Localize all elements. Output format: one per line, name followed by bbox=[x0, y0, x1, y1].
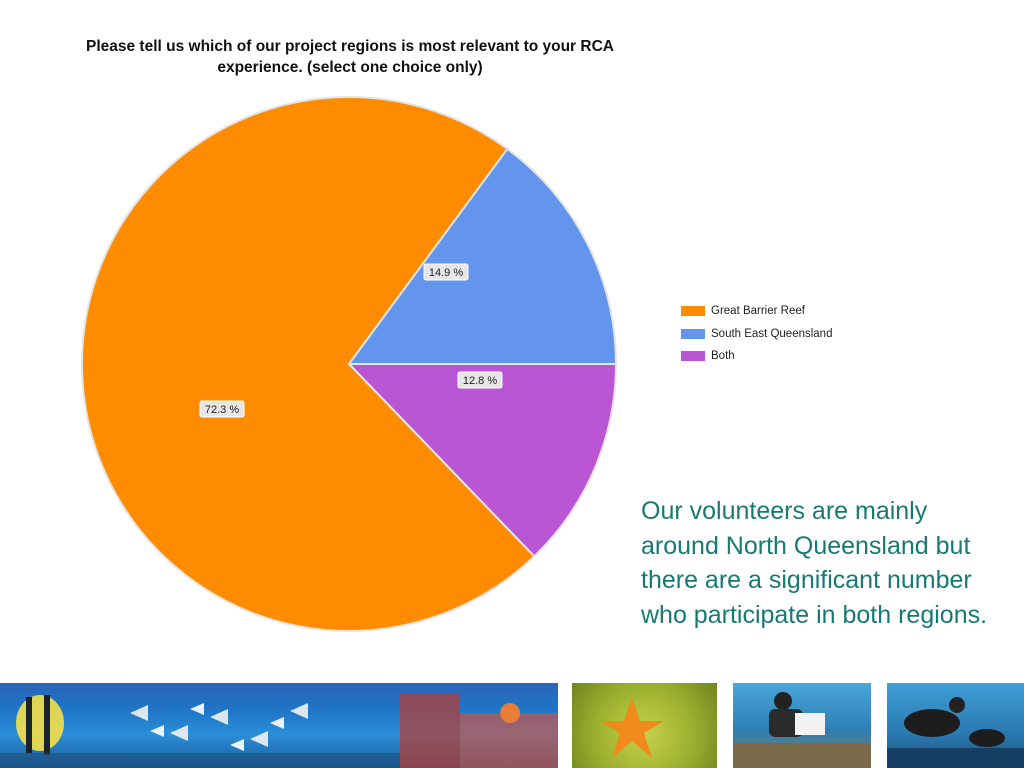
slice-value-text: 12.8 % bbox=[463, 375, 497, 387]
slide-commentary: Our volunteers are mainly around North Q… bbox=[641, 497, 988, 629]
starfish-photo bbox=[572, 683, 717, 768]
chart-legend: Great Barrier Reef South East Queensland… bbox=[681, 300, 832, 368]
diver-survey-photo bbox=[733, 683, 871, 768]
pie-slice-south-east-queensland bbox=[347, 147, 618, 365]
pie-slice-both bbox=[346, 363, 618, 558]
pie-slice-great-barrier-reef bbox=[81, 96, 536, 632]
legend-item-both: Both bbox=[681, 345, 832, 368]
slice-value-label: 14.9 % bbox=[423, 263, 469, 281]
divers-photo bbox=[887, 683, 1024, 768]
slice-value-label: 12.8 % bbox=[457, 371, 503, 389]
legend-label: Both bbox=[711, 350, 735, 363]
legend-swatch-icon bbox=[681, 351, 705, 362]
legend-label: Great Barrier Reef bbox=[711, 305, 805, 318]
chart-title: Please tell us which of our project regi… bbox=[86, 38, 614, 76]
legend-item-south-east-queensland: South East Queensland bbox=[681, 323, 832, 346]
reef-fish-banner-photo bbox=[0, 683, 558, 768]
legend-item-great-barrier-reef: Great Barrier Reef bbox=[681, 300, 832, 323]
legend-label: South East Queensland bbox=[711, 327, 833, 340]
slice-value-text: 14.9 % bbox=[429, 267, 463, 279]
slice-value-label: 72.3 % bbox=[199, 400, 245, 418]
legend-swatch-icon bbox=[681, 306, 705, 317]
slice-value-text: 72.3 % bbox=[205, 404, 239, 416]
legend-swatch-icon bbox=[681, 328, 705, 339]
pie-chart: 72.3 % 14.9 % 12.8 % bbox=[81, 96, 618, 632]
